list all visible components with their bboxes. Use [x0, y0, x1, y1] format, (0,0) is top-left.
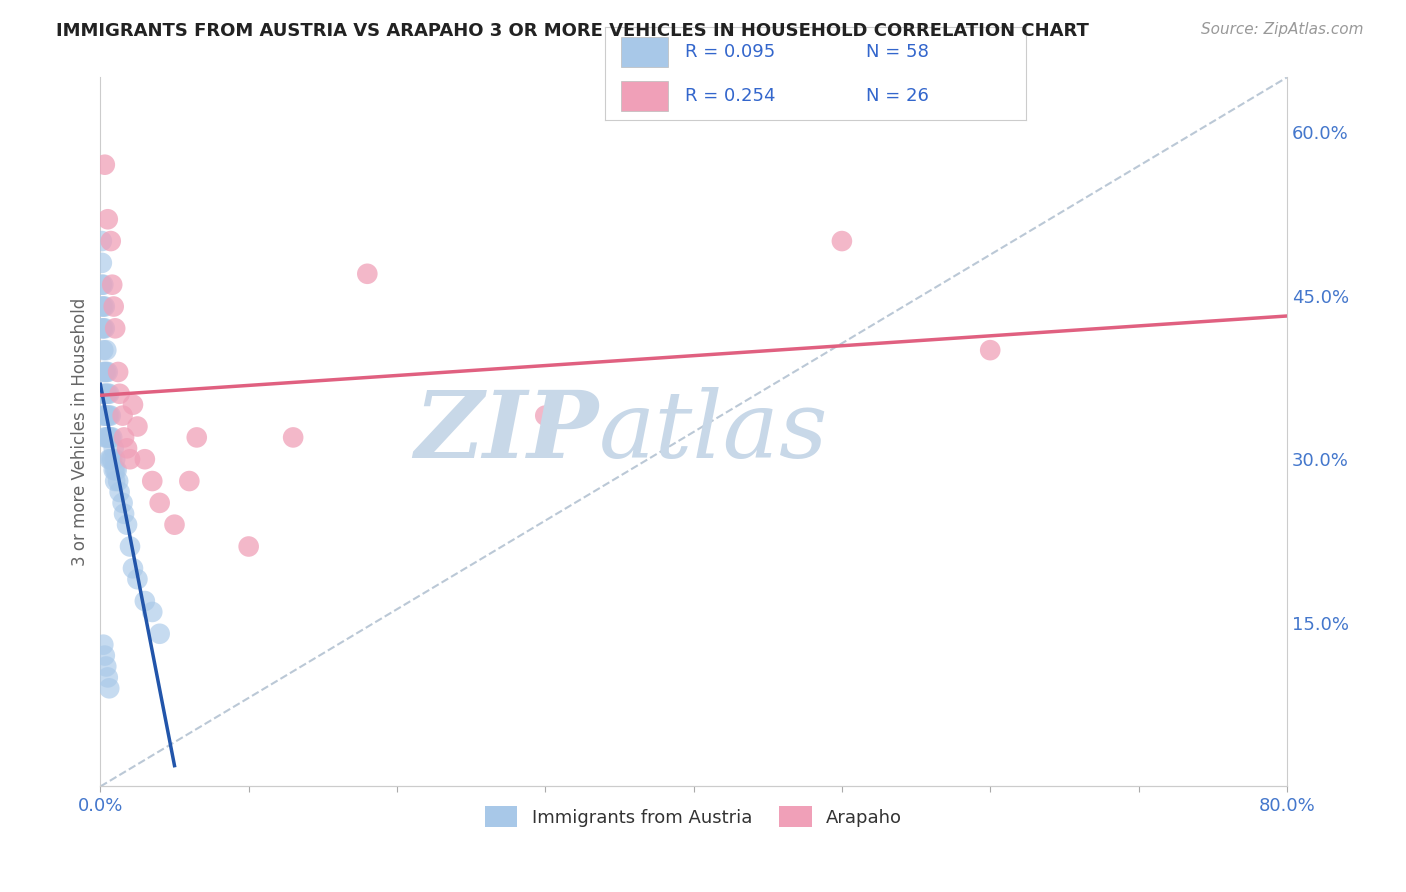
Point: [98, 409, 121, 423]
Point: [107, 365, 129, 379]
Point: [118, 452, 141, 467]
Point: [94, 430, 117, 444]
Point: [103, 300, 125, 314]
Text: IMMIGRANTS FROM AUSTRIA VS ARAPAHO 3 OR MORE VEHICLES IN HOUSEHOLD CORRELATION C: IMMIGRANTS FROM AUSTRIA VS ARAPAHO 3 OR …: [56, 22, 1090, 40]
Text: R = 0.095: R = 0.095: [685, 43, 775, 61]
Point: [101, 452, 124, 467]
Point: [122, 561, 145, 575]
Point: [127, 419, 149, 434]
Point: [104, 474, 127, 488]
Point: [111, 496, 134, 510]
Point: [97, 430, 120, 444]
Legend: Immigrants from Austria, Arapaho: Immigrants from Austria, Arapaho: [478, 799, 910, 834]
Point: [96, 365, 118, 379]
Point: [97, 365, 120, 379]
Point: [94, 158, 117, 172]
Point: [104, 452, 127, 467]
Point: [103, 442, 125, 456]
Point: [100, 234, 122, 248]
Point: [356, 267, 378, 281]
Point: [91, 321, 114, 335]
Point: [149, 496, 172, 510]
Point: [94, 365, 117, 379]
Point: [100, 452, 122, 467]
Point: [103, 463, 125, 477]
Point: [108, 386, 131, 401]
Text: N = 26: N = 26: [866, 87, 929, 105]
Point: [283, 430, 305, 444]
Text: N = 58: N = 58: [866, 43, 929, 61]
Point: [141, 474, 163, 488]
Point: [107, 474, 129, 488]
Point: [186, 430, 208, 444]
Point: [111, 409, 134, 423]
Point: [104, 463, 127, 477]
Point: [134, 452, 156, 467]
Point: [238, 540, 260, 554]
Point: [91, 365, 114, 379]
FancyBboxPatch shape: [621, 81, 668, 111]
Point: [98, 386, 121, 401]
Text: Source: ZipAtlas.com: Source: ZipAtlas.com: [1201, 22, 1364, 37]
Point: [90, 277, 112, 292]
Text: ZIP: ZIP: [415, 387, 599, 477]
Point: [98, 681, 121, 696]
Point: [97, 670, 120, 684]
Point: [94, 409, 117, 423]
Point: [115, 517, 138, 532]
Point: [90, 321, 112, 335]
Point: [112, 430, 135, 444]
Y-axis label: 3 or more Vehicles in Household: 3 or more Vehicles in Household: [72, 298, 89, 566]
Point: [90, 300, 112, 314]
Point: [112, 507, 135, 521]
Point: [115, 442, 138, 456]
Point: [91, 638, 114, 652]
Point: [141, 605, 163, 619]
Point: [94, 648, 117, 663]
Point: [100, 409, 122, 423]
Point: [100, 430, 122, 444]
Point: [163, 517, 186, 532]
Point: [134, 594, 156, 608]
Point: [94, 386, 117, 401]
Point: [97, 386, 120, 401]
Point: [94, 321, 117, 335]
Point: [96, 343, 118, 358]
Point: [104, 321, 127, 335]
Point: [831, 234, 853, 248]
Point: [96, 386, 118, 401]
Point: [97, 212, 120, 227]
Point: [534, 409, 557, 423]
Point: [101, 277, 124, 292]
Point: [98, 452, 121, 467]
Point: [91, 277, 114, 292]
Point: [96, 409, 118, 423]
Point: [179, 474, 201, 488]
FancyBboxPatch shape: [621, 37, 668, 67]
Point: [91, 409, 114, 423]
Point: [97, 409, 120, 423]
Point: [101, 430, 124, 444]
Point: [91, 300, 114, 314]
Point: [122, 398, 145, 412]
Text: atlas: atlas: [599, 387, 828, 477]
Point: [96, 430, 118, 444]
Point: [118, 540, 141, 554]
Point: [90, 234, 112, 248]
Point: [108, 485, 131, 500]
Point: [94, 300, 117, 314]
Text: R = 0.254: R = 0.254: [685, 87, 775, 105]
Point: [91, 386, 114, 401]
Point: [90, 256, 112, 270]
Point: [127, 572, 149, 586]
Point: [105, 463, 128, 477]
Point: [979, 343, 1001, 358]
Point: [149, 626, 172, 640]
Point: [91, 343, 114, 358]
Point: [98, 430, 121, 444]
Point: [96, 659, 118, 673]
